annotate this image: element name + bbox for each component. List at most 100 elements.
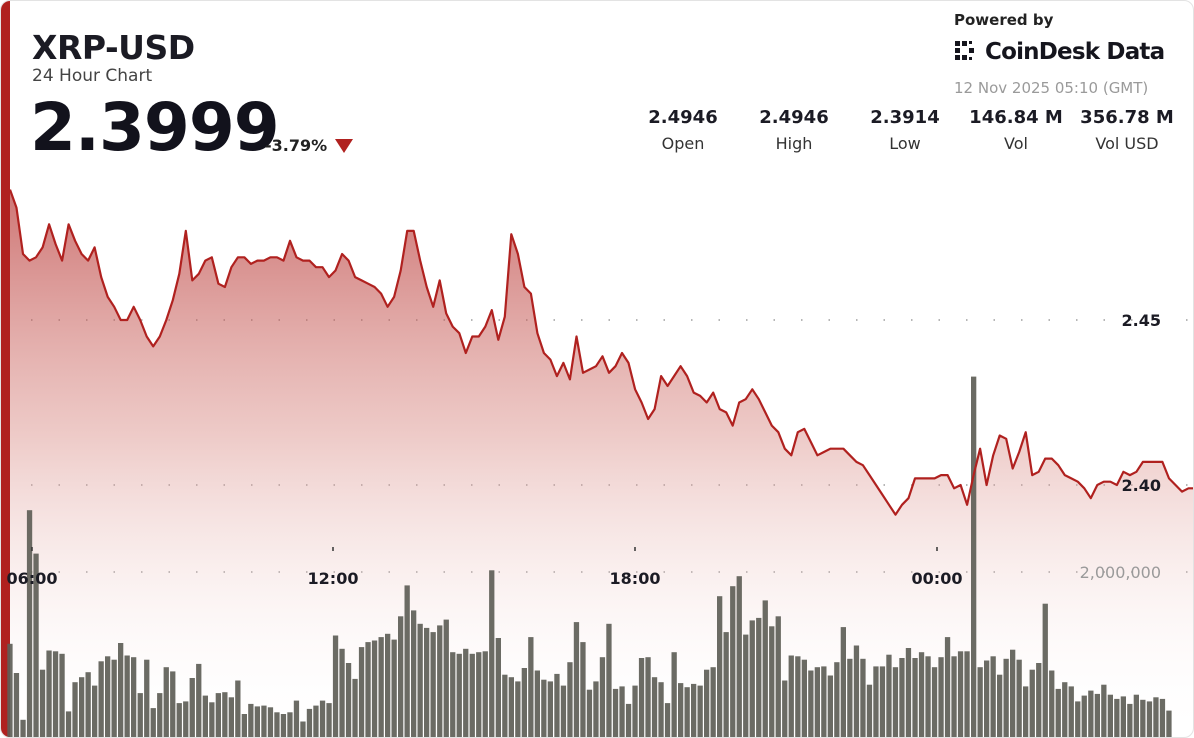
coindesk-logo[interactable]: CoinDesk Data <box>953 39 1165 65</box>
volume-bar <box>1029 669 1035 737</box>
volume-bar <box>638 658 645 737</box>
volume-bar <box>450 652 456 737</box>
volume-bar <box>762 600 768 737</box>
volume-bar <box>131 657 137 737</box>
volume-bar <box>827 675 833 737</box>
volume-bar <box>912 658 918 737</box>
volume-bar <box>124 655 130 737</box>
volume-bar <box>150 708 156 737</box>
volume-bar <box>313 705 319 737</box>
volume-bar <box>79 677 85 737</box>
volume-bar <box>671 652 677 737</box>
volume-bar <box>280 714 287 737</box>
volume-bar <box>938 657 944 737</box>
volume-bar <box>404 585 410 737</box>
volume-bar <box>1153 697 1159 737</box>
volume-bar <box>879 666 886 737</box>
volume-bar <box>1068 686 1074 737</box>
volume-bar <box>508 677 514 737</box>
time-tick-label: 00:00 <box>912 569 963 588</box>
volume-bar <box>26 510 33 737</box>
volume-bar <box>482 651 488 737</box>
volume-bar <box>573 622 580 737</box>
volume-bar <box>612 688 619 737</box>
volume-bar <box>547 681 553 737</box>
volume-bar <box>1075 701 1081 737</box>
volume-bar <box>46 650 52 737</box>
volume-bar <box>515 681 521 737</box>
volume-bar <box>1049 670 1055 737</box>
volume-bar <box>1101 684 1107 737</box>
price-area <box>10 189 1193 737</box>
volume-bar <box>463 648 469 737</box>
volume-bar <box>593 681 599 737</box>
volume-bar <box>860 658 866 737</box>
volume-bar <box>1010 649 1016 737</box>
volume-bar <box>788 655 794 737</box>
volume-bar <box>997 674 1003 737</box>
timestamp: 12 Nov 2025 05:10 (GMT) <box>954 79 1149 97</box>
volume-bar <box>599 657 606 737</box>
volume-bar <box>567 662 573 737</box>
volume-bar <box>202 695 208 737</box>
stat-vol-usd: 356.78 M Vol USD <box>1072 107 1182 153</box>
page-title: XRP-USD <box>32 28 195 67</box>
stat-high: 2.4946 High <box>739 107 849 153</box>
volume-bar <box>222 692 228 737</box>
volume-bar <box>170 671 176 737</box>
volume-bar <box>144 659 150 737</box>
volume-bar <box>196 663 202 737</box>
volume-bar <box>293 700 300 737</box>
volume-bar <box>814 667 820 737</box>
volume-bar <box>39 669 46 737</box>
volume-bar <box>378 637 384 737</box>
stat-vol-usd-value: 356.78 M <box>1080 107 1174 128</box>
volume-bar <box>586 689 593 737</box>
volume-bar <box>111 659 117 737</box>
volume-bar <box>163 667 169 737</box>
volume-bar <box>951 656 957 737</box>
volume-bar <box>931 667 938 737</box>
price-tick-label: 2.40 <box>1122 476 1161 495</box>
stat-vol: 146.84 M Vol <box>961 107 1071 153</box>
volume-bar <box>13 673 20 737</box>
time-tick-label: 18:00 <box>610 569 661 588</box>
volume-bar <box>118 643 124 737</box>
stat-vol-label: Vol <box>1004 134 1028 153</box>
volume-bar <box>821 666 827 737</box>
volume-bar <box>52 651 59 737</box>
price-line <box>8 189 1193 516</box>
time-tick-label: 06:00 <box>7 569 58 588</box>
stat-low-label: Low <box>889 134 921 153</box>
volume-bar <box>899 658 905 737</box>
volume-bar <box>456 653 462 737</box>
volume-bar <box>339 648 345 737</box>
stat-high-label: High <box>775 134 813 153</box>
volume-bar <box>645 657 651 737</box>
volume-bar <box>398 616 404 737</box>
volume-bar <box>495 638 501 737</box>
volume-bar <box>235 680 241 737</box>
volume-bar <box>300 721 306 737</box>
stat-open: 2.4946 Open <box>628 107 738 153</box>
chart-subtitle: 24 Hour Chart <box>32 66 153 86</box>
volume-bar <box>33 553 39 737</box>
volume-bar <box>489 570 495 737</box>
stat-low: 2.3914 Low <box>850 107 960 153</box>
volume-bar <box>944 637 951 737</box>
stat-low-value: 2.3914 <box>870 107 940 128</box>
volume-bar <box>65 711 72 737</box>
volume-bar <box>261 705 267 737</box>
accent-bar <box>1 1 10 737</box>
volume-bar <box>385 633 391 737</box>
volume-bar <box>391 639 397 737</box>
volume-bar <box>697 685 703 737</box>
volume-bar <box>971 376 977 737</box>
volume-bar <box>1023 686 1029 737</box>
volume-bar <box>873 666 879 737</box>
volume-bar <box>658 682 664 737</box>
coindesk-logo-text: CoinDesk Data <box>985 39 1165 65</box>
volume-bar <box>847 658 853 737</box>
volume-bar <box>749 620 755 737</box>
